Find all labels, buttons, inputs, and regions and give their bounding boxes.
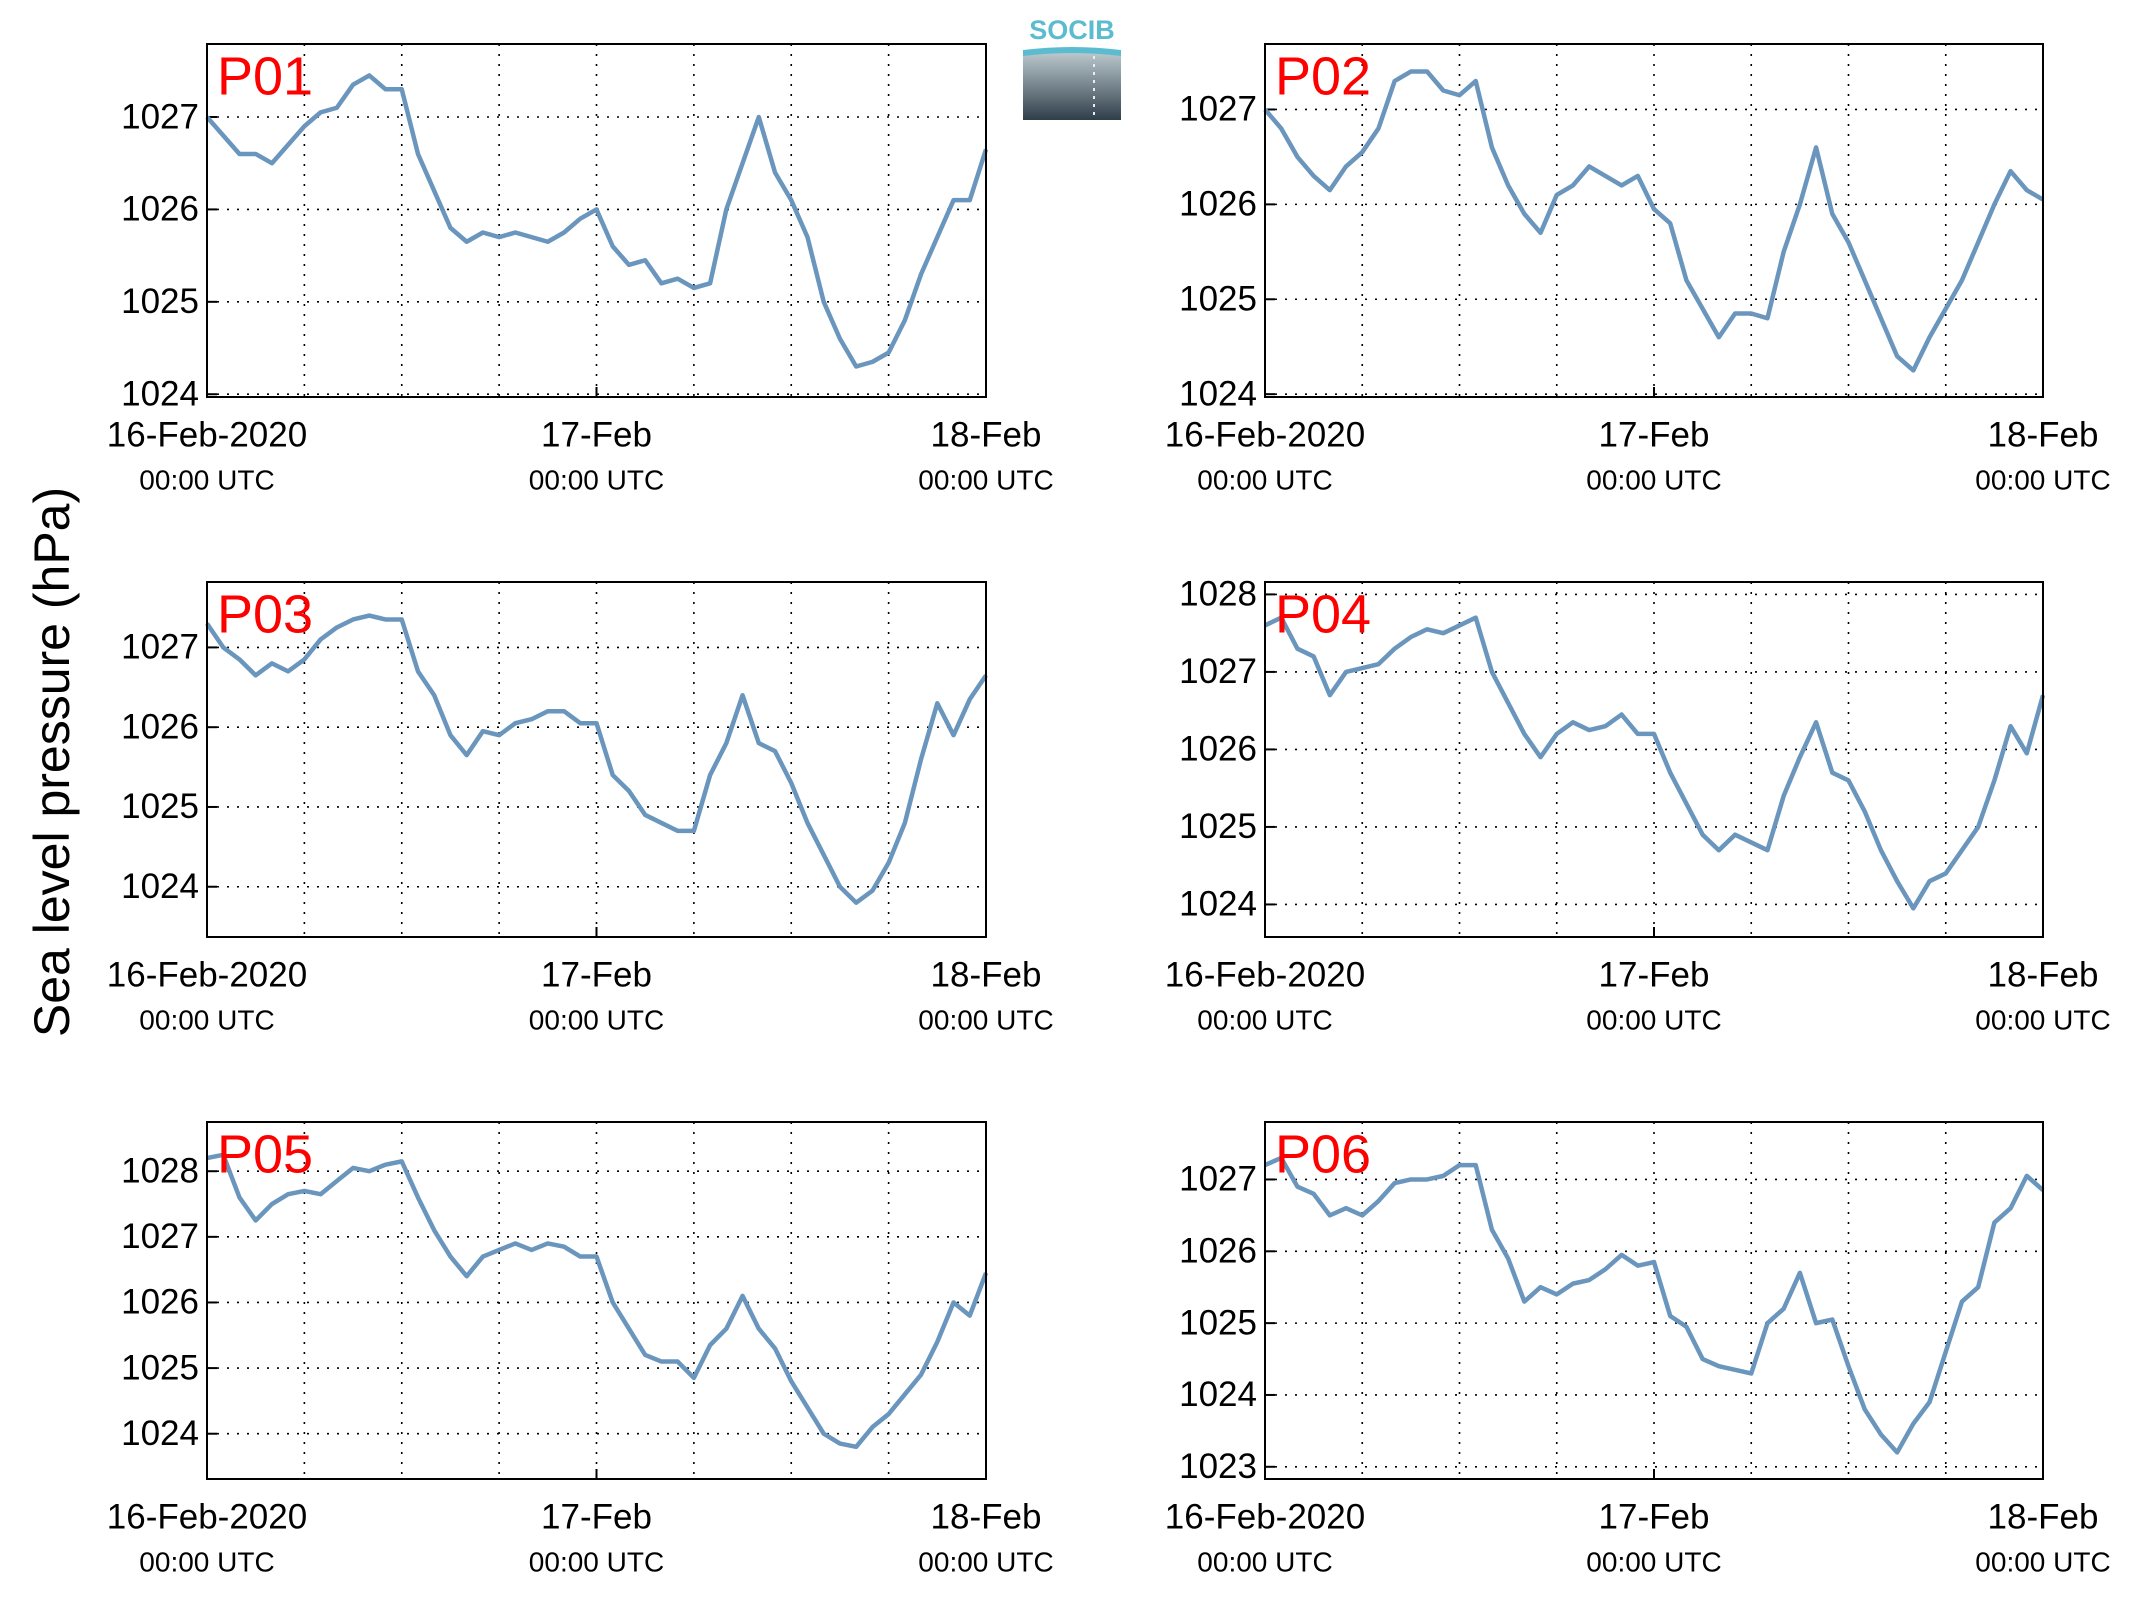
x-tick-sublabel: 00:00 UTC [139,464,274,495]
y-tick-label: 1028 [1179,575,1257,614]
y-tick-label: 1025 [1179,1303,1257,1342]
y-tick-label: 1025 [1179,280,1257,319]
x-tick-label: 18-Feb [931,415,1042,454]
plot-frame [206,581,987,938]
y-tick-label: 1026 [1179,1232,1257,1271]
y-tick-label: 1026 [121,707,199,746]
x-tick-label: 18-Feb [1988,955,2099,994]
x-tick-sublabel: 00:00 UTC [1975,1546,2110,1577]
x-tick-sublabel: 00:00 UTC [1975,1004,2110,1035]
panel-title: P02 [1275,46,1371,106]
x-tick-label: 16-Feb-2020 [1165,1497,1365,1536]
y-tick-label: 1025 [121,1348,199,1387]
logo-wave [1023,47,1121,56]
data-line [1264,1155,2045,1455]
plot-frame [206,1121,987,1480]
data-line [1263,69,2045,373]
y-tick-label: 1027 [121,628,199,667]
x-tick-sublabel: 00:00 UTC [918,464,1053,495]
y-axis-label: Sea level pressure (hPa) [24,487,80,1037]
x-tick-label: 17-Feb [541,1497,652,1536]
x-tick-label: 17-Feb [541,955,652,994]
x-tick-label: 17-Feb [1599,1497,1710,1536]
plot-frame [206,43,987,398]
x-tick-label: 16-Feb-2020 [1165,955,1365,994]
panel: 1024 1025 1026 1027 16-Feb-2020 00:00 UTC 17-F… [1165,43,2111,495]
x-tick-label: 16-Feb-2020 [107,955,307,994]
y-tick-label: 1026 [1179,730,1257,769]
y-tick-label: 1027 [1179,1160,1257,1199]
x-tick-sublabel: 00:00 UTC [1197,464,1332,495]
x-tick-label: 18-Feb [931,955,1042,994]
y-tick-label: 1024 [1179,1375,1257,1414]
plot-frame [1264,581,2044,938]
y-tick-label: 1024 [121,374,199,413]
y-tick-label: 1024 [121,1414,199,1453]
y-tick-label: 1025 [1179,807,1257,846]
y-tick-label: 1027 [1179,90,1257,129]
x-tick-label: 18-Feb [1988,1497,2099,1536]
panel-title: P01 [217,46,313,106]
y-tick-label: 1025 [121,787,199,826]
data-line [205,73,989,369]
y-tick-label: 1027 [1179,652,1257,691]
panel-title: P05 [217,1124,313,1184]
panel-title: P04 [1275,584,1371,644]
x-tick-sublabel: 00:00 UTC [918,1546,1053,1577]
plot-frame [1264,1121,2044,1480]
x-tick-sublabel: 00:00 UTC [1586,464,1721,495]
x-tick-label: 16-Feb-2020 [107,1497,307,1536]
x-tick-label: 18-Feb [1988,415,2099,454]
y-tick-label: 1028 [121,1151,199,1190]
logo-text: SOCIB [1029,15,1115,45]
x-tick-sublabel: 00:00 UTC [1197,1546,1332,1577]
data-line [1264,615,2046,911]
x-tick-sublabel: 00:00 UTC [918,1004,1053,1035]
x-tick-sublabel: 00:00 UTC [529,1546,664,1577]
logo-block [1023,52,1121,120]
y-tick-label: 1026 [121,1283,199,1322]
panel: 1024 1025 1026 1027 1028 16-Feb-2020 00:00 UTC… [1165,575,2111,1036]
x-tick-label: 17-Feb [541,415,652,454]
x-tick-label: 16-Feb-2020 [107,415,307,454]
y-tick-label: 1024 [1179,885,1257,924]
y-tick-label: 1023 [1179,1447,1257,1486]
panel-title: P03 [217,584,313,644]
x-tick-sublabel: 00:00 UTC [1586,1546,1721,1577]
y-tick-label: 1024 [1179,374,1257,413]
x-tick-label: 17-Feb [1599,415,1710,454]
logo: SOCIB [1023,15,1121,120]
x-tick-sublabel: 00:00 UTC [1197,1004,1332,1035]
x-tick-label: 17-Feb [1599,955,1710,994]
panel-title: P06 [1275,1124,1371,1184]
panel: 1024 1025 1026 1027 1028 16-Feb-2020 00:00 UTC… [107,1121,1054,1577]
x-tick-sublabel: 00:00 UTC [1975,464,2110,495]
x-tick-sublabel: 00:00 UTC [529,464,664,495]
x-tick-sublabel: 00:00 UTC [139,1546,274,1577]
panel: 1024 1025 1026 1027 16-Feb-2020 00:00 UTC 17-F… [107,581,1054,1035]
y-tick-label: 1024 [121,867,199,906]
data-line [206,1152,989,1450]
x-tick-sublabel: 00:00 UTC [1586,1004,1721,1035]
y-tick-label: 1027 [121,97,199,136]
x-tick-label: 18-Feb [931,1497,1042,1536]
x-tick-sublabel: 00:00 UTC [529,1004,664,1035]
plot-frame [1264,43,2044,398]
y-tick-label: 1025 [121,282,199,321]
x-tick-sublabel: 00:00 UTC [139,1004,274,1035]
y-tick-label: 1027 [121,1217,199,1256]
x-tick-label: 16-Feb-2020 [1165,415,1365,454]
y-tick-label: 1026 [1179,185,1257,224]
panel: 1024 1025 1026 1027 16-Feb-2020 00:00 UTC 17-F… [107,43,1054,495]
data-line [205,613,988,905]
panel: 1023 1024 1025 1026 1027 16-Feb-2020 00:00 UTC… [1165,1121,2111,1577]
y-tick-label: 1026 [121,190,199,229]
